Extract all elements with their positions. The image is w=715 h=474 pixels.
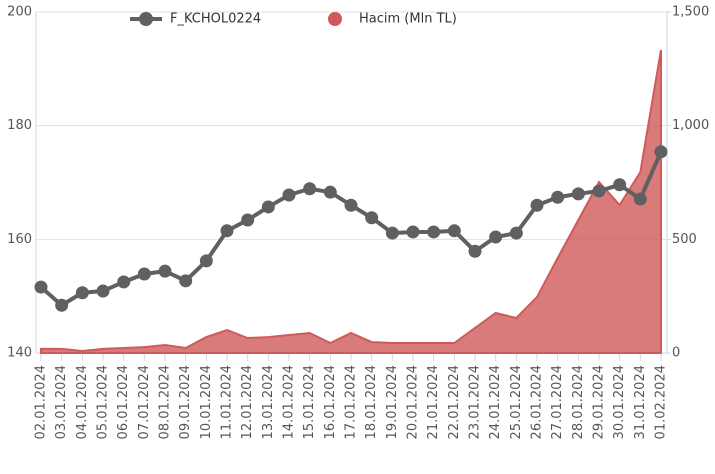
price-marker — [303, 182, 317, 196]
price-marker — [323, 185, 337, 199]
x-tick-label: 11.01.2024 — [220, 365, 235, 439]
price-marker — [406, 225, 420, 239]
x-tick-label: 21.01.2024 — [426, 365, 441, 439]
legend-label: Hacim (Mln TL) — [359, 12, 457, 27]
x-tick-label: 30.01.2024 — [612, 365, 627, 439]
x-tick-label: 29.01.2024 — [592, 365, 607, 439]
y-tick-label: 140 — [7, 346, 32, 361]
volume-area — [40, 49, 662, 354]
x-tick-label: 07.01.2024 — [137, 365, 152, 439]
price-marker — [365, 211, 379, 225]
legend-symbol — [328, 12, 342, 26]
price-marker — [241, 213, 255, 227]
x-tick-label: 18.01.2024 — [364, 365, 379, 439]
price-marker — [613, 178, 627, 192]
price-marker — [117, 275, 131, 289]
y2-tick-label: 500 — [672, 232, 697, 247]
price-marker — [220, 224, 234, 238]
x-tick-label: 28.01.2024 — [571, 365, 586, 439]
x-tick-label: 14.01.2024 — [282, 365, 297, 439]
price-marker — [509, 226, 523, 240]
price-marker — [592, 184, 606, 198]
x-tick-label: 13.01.2024 — [261, 365, 276, 439]
x-tick-label: 27.01.2024 — [550, 365, 565, 439]
price-marker — [489, 230, 503, 244]
x-tick-label: 24.01.2024 — [488, 365, 503, 439]
y2-tick-label: 0 — [672, 346, 680, 361]
price-marker — [468, 244, 482, 258]
x-tick-label: 05.01.2024 — [96, 365, 111, 439]
x-tick-label: 26.01.2024 — [530, 365, 545, 439]
x-tick-label: 17.01.2024 — [344, 365, 359, 439]
x-tick-label: 23.01.2024 — [468, 365, 483, 439]
x-tick-label: 31.01.2024 — [633, 365, 648, 439]
price-marker — [179, 274, 193, 288]
x-tick-label: 20.01.2024 — [406, 365, 421, 439]
price-marker — [654, 145, 668, 159]
price-marker — [282, 188, 296, 202]
price-marker — [571, 187, 585, 201]
x-tick-label: 16.01.2024 — [323, 365, 338, 439]
y-tick-label: 200 — [7, 5, 32, 20]
price-marker — [158, 264, 172, 278]
x-tick-label: 08.01.2024 — [158, 365, 173, 439]
x-tick-label: 12.01.2024 — [240, 365, 255, 439]
x-tick-label: 15.01.2024 — [302, 365, 317, 439]
x-tick-label: 19.01.2024 — [385, 365, 400, 439]
x-tick-label: 22.01.2024 — [447, 365, 462, 439]
price-marker — [199, 254, 213, 268]
price-marker — [55, 298, 69, 312]
x-tick-label: 06.01.2024 — [116, 365, 131, 439]
price-marker — [96, 284, 110, 298]
price-marker — [427, 225, 441, 239]
y2-tick-label: 1,500 — [672, 5, 709, 20]
y-tick-label: 160 — [7, 232, 32, 247]
price-marker — [261, 200, 275, 214]
x-tick-label: 03.01.2024 — [54, 365, 69, 439]
price-marker — [551, 190, 565, 204]
x-tick-label: 04.01.2024 — [75, 365, 90, 439]
legend-label: F_KCHOL0224 — [170, 12, 261, 27]
x-tick-label: 02.01.2024 — [34, 365, 49, 439]
x-tick-label: 25.01.2024 — [509, 365, 524, 439]
price-marker — [137, 267, 151, 281]
price-marker — [633, 192, 647, 206]
price-marker — [344, 198, 358, 212]
y2-tick-label: 1,000 — [672, 118, 709, 133]
x-tick-label: 09.01.2024 — [178, 365, 193, 439]
x-tick-label: 10.01.2024 — [199, 365, 214, 439]
price-marker — [385, 226, 399, 240]
price-marker — [530, 198, 544, 212]
price-marker — [75, 286, 89, 300]
x-tick-label: 01.02.2024 — [654, 365, 669, 439]
legend-symbol — [139, 12, 153, 26]
price-marker — [34, 280, 48, 294]
y-tick-label: 180 — [7, 118, 32, 133]
price-marker — [447, 224, 461, 238]
legend: F_KCHOL0224 Hacim (Mln TL) — [130, 12, 457, 27]
